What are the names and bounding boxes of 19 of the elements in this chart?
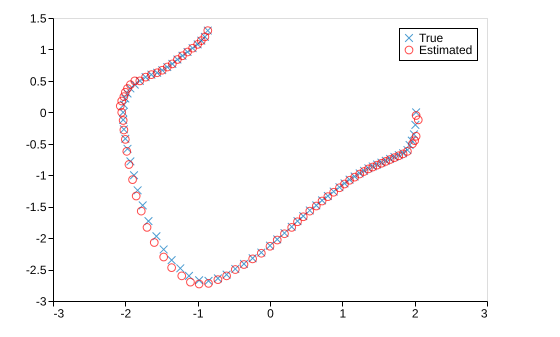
y-tick-label: -3	[36, 294, 47, 308]
y-tick-label: 0.5	[30, 74, 47, 88]
x-tick-label: -1	[192, 306, 204, 320]
y-tick-label: -0.5	[26, 137, 47, 152]
x-tick-label: 1	[339, 306, 346, 320]
x-tick-label: -3	[54, 306, 64, 320]
x-tick-label: 3	[480, 306, 488, 320]
x-tick-label: -2	[120, 306, 132, 320]
y-tick-label: -1.5	[26, 200, 47, 214]
y-tick-label: 0	[40, 106, 47, 120]
y-tick-label: 1	[40, 42, 47, 57]
y-tick-label: 1.5	[30, 12, 47, 26]
legend-label: Estimated	[419, 43, 472, 57]
y-tick-label: -2	[36, 232, 47, 246]
legend-label: True	[419, 31, 444, 45]
y-tick-label: -2.5	[26, 263, 47, 278]
x-tick-label: 0	[267, 306, 274, 320]
y-tick-label: -1	[36, 168, 47, 183]
x-tick-label: 2	[412, 306, 419, 320]
